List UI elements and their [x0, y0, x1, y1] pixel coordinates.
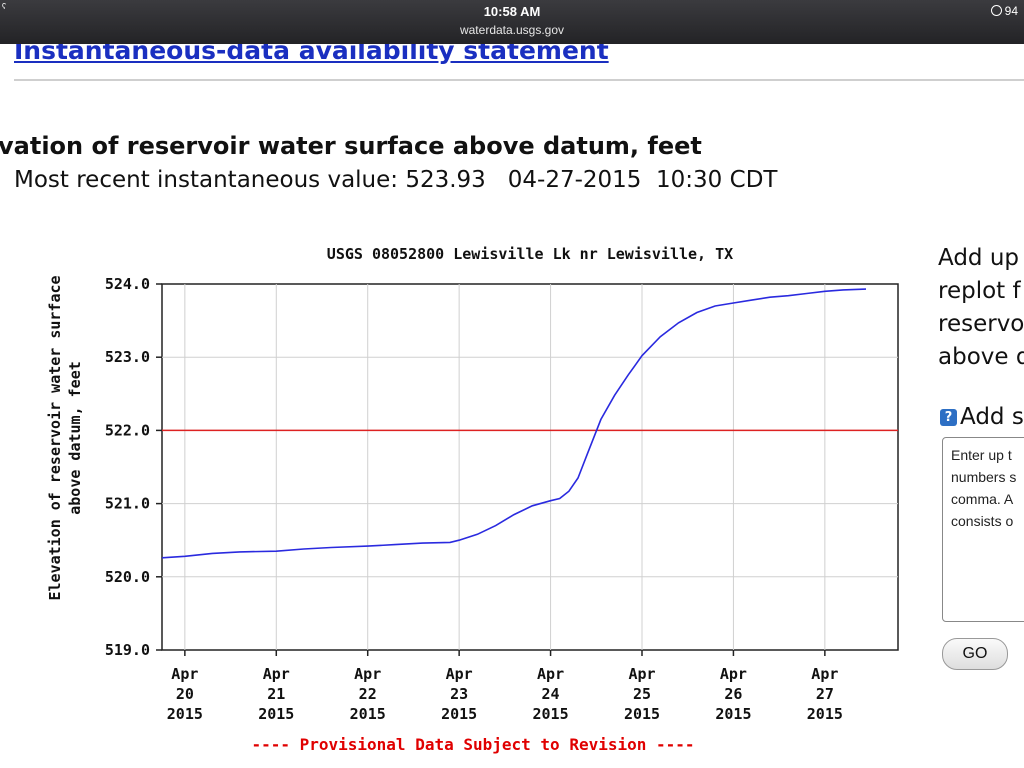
x-tick-label: Apr — [446, 665, 473, 683]
y-tick-labels: 524.0 523.0 522.0 521.0 520.0 519.0 — [105, 275, 162, 659]
add-sites-help: ? Add s — [940, 404, 1024, 430]
x-tick-label: 2015 — [624, 705, 660, 723]
side-line-1: Add up — [938, 245, 1020, 271]
status-bar-left-glyph: ˁ — [2, 1, 7, 15]
x-tick-label: 20 — [176, 685, 194, 703]
y-tick-label: 521.0 — [105, 495, 150, 513]
x-tick-label: Apr — [354, 665, 381, 683]
y-axis-label-group: Elevation of reservoir water surface abo… — [46, 275, 84, 600]
side-line-2: replot f — [938, 278, 1021, 304]
x-tick-label: 2015 — [350, 705, 386, 723]
y-tick-label: 522.0 — [105, 421, 150, 439]
y-tick-label: 520.0 — [105, 568, 150, 586]
hydrograph-chart: USGS 08052800 Lewisville Lk nr Lewisvill… — [46, 245, 899, 754]
x-tick-labels: Apr 20 2015 Apr 21 2015 Apr 22 2015 Apr 23 2015 Apr 2… — [167, 650, 843, 723]
x-tick-label: 21 — [267, 685, 285, 703]
x-tick-label: Apr — [720, 665, 747, 683]
data-series-group — [161, 288, 867, 559]
x-tick-label: 2015 — [167, 705, 203, 723]
x-tick-label: 2015 — [258, 705, 294, 723]
x-tick-label: 25 — [633, 685, 651, 703]
go-button[interactable]: GO — [942, 638, 1008, 670]
status-bar: ˁ 10:58 AM waterdata.usgs.gov 94 — [0, 0, 1024, 44]
x-tick-label: 26 — [724, 685, 742, 703]
side-line-3: reservo — [938, 311, 1024, 337]
x-tick-label: 2015 — [441, 705, 477, 723]
y-tick-label: 519.0 — [105, 641, 150, 659]
divider — [14, 79, 1024, 81]
y-tick-label: 524.0 — [105, 275, 150, 293]
side-line-4: above d — [938, 344, 1024, 370]
provisional-data-notice: ---- Provisional Data Subject to Revisio… — [251, 735, 694, 754]
y-axis-label-line-2: above datum, feet — [66, 361, 84, 515]
recent-value-text: Most recent instantaneous value: 523.93 … — [14, 167, 778, 193]
add-sites-label: Add s — [960, 404, 1024, 430]
chart-title: USGS 08052800 Lewisville Lk nr Lewisvill… — [327, 245, 733, 263]
y-axis-label-line-1: Elevation of reservoir water surface — [46, 275, 64, 600]
plot-area — [161, 283, 899, 651]
x-tick-label: Apr — [171, 665, 198, 683]
help-icon[interactable]: ? — [940, 409, 957, 426]
status-time: 10:58 AM — [483, 4, 541, 19]
x-tick-label: 2015 — [533, 705, 569, 723]
orientation-lock-icon — [990, 5, 1002, 16]
parameter-title: vation of reservoir water surface above … — [0, 132, 702, 160]
x-tick-label: 24 — [542, 685, 560, 703]
x-tick-label: 22 — [359, 685, 377, 703]
status-right: 94 — [990, 4, 1018, 18]
add-up-to-panel-text: Add up replot f reservo above d — [938, 242, 1024, 374]
x-tick-label: Apr — [628, 665, 655, 683]
elevation-series-line — [161, 288, 867, 559]
x-tick-label: 27 — [816, 685, 834, 703]
x-tick-label: Apr — [537, 665, 564, 683]
x-tick-label: 2015 — [807, 705, 843, 723]
x-tick-label: 2015 — [715, 705, 751, 723]
x-tick-label: Apr — [263, 665, 290, 683]
address-url[interactable]: waterdata.usgs.gov — [459, 23, 565, 37]
battery-percent: 94 — [1004, 4, 1018, 18]
site-numbers-textarea[interactable]: Enter up t numbers s comma. A consists o — [942, 437, 1024, 622]
x-tick-label: Apr — [811, 665, 838, 683]
x-tick-label: 23 — [450, 685, 468, 703]
y-tick-label: 523.0 — [105, 348, 150, 366]
